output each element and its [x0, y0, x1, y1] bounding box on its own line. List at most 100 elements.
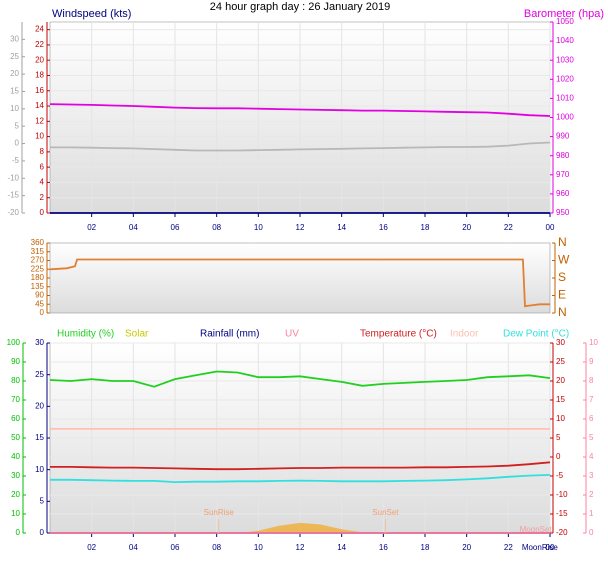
x-tick-label: 02 [87, 543, 96, 552]
y-tick-label: 20 [556, 376, 565, 385]
axis-title: Barometer (hpa) [524, 8, 604, 20]
y-tick-label: 990 [556, 132, 570, 141]
x-tick-label: 00 [546, 543, 555, 552]
y-tick-label: 10 [10, 104, 19, 113]
y-tick-label: 20 [10, 69, 19, 78]
y-tick-label: 30 [11, 471, 20, 480]
annotation: MoonRise [522, 543, 559, 552]
y-tick-label: 12 [35, 116, 44, 125]
y-tick-label: 5 [40, 496, 45, 505]
y-tick-label: 0 [15, 139, 20, 148]
y-tick-label: 135 [31, 282, 45, 291]
y-tick-label: 10 [556, 414, 565, 423]
x-tick-label: 22 [504, 223, 513, 232]
y-tick-label: 1000 [556, 113, 574, 122]
x-tick-label: 06 [171, 543, 180, 552]
y-tick-label: 15 [556, 395, 565, 404]
x-tick-label: 08 [212, 223, 221, 232]
series-line [49, 103, 551, 117]
x-tick-label: 06 [171, 223, 180, 232]
y-tick-label: 90 [11, 357, 20, 366]
y-tick-label: 1040 [556, 36, 574, 45]
x-tick-label: 20 [462, 223, 471, 232]
y-tick-label: 40 [11, 452, 20, 461]
plot-area [49, 242, 551, 314]
series-line [49, 258, 550, 308]
y-tick-label: 4 [40, 178, 45, 187]
y-tick-label: 60 [11, 414, 20, 423]
y-tick-label: 25 [35, 370, 44, 379]
legend-label: Humidity (%) [57, 329, 114, 340]
y-tick-label: 18 [35, 71, 44, 80]
y-tick-label: 970 [556, 170, 570, 179]
y-tick-label: 1 [589, 509, 594, 518]
y-tick-label: 2 [589, 490, 594, 499]
x-tick-label: 04 [129, 223, 138, 232]
y-tick-label: 6 [589, 414, 594, 423]
y-tick-label: 70 [11, 395, 20, 404]
y-tick-label: 5 [556, 433, 561, 442]
y-tick-label: -10 [7, 173, 19, 182]
annotation: SunSet [372, 508, 399, 517]
x-tick-label: 00 [546, 223, 555, 232]
y-tick-label: 225 [31, 264, 45, 273]
y-tick-label: 950 [556, 208, 570, 217]
y-tick-label: 10 [589, 338, 598, 347]
x-tick-label: 18 [421, 223, 430, 232]
series-line [50, 461, 551, 471]
y-tick-label: 1020 [556, 74, 574, 83]
y-tick-label: E [558, 288, 566, 302]
y-tick-label: 9 [589, 357, 594, 366]
y-tick-label: 25 [556, 357, 565, 366]
y-tick-label: 90 [35, 291, 44, 300]
y-tick-label: 0 [16, 528, 21, 537]
x-tick-label: 10 [254, 223, 263, 232]
y-tick-label: 0 [556, 452, 561, 461]
y-tick-label: 0 [40, 308, 45, 317]
x-tick-label: 10 [254, 543, 263, 552]
y-tick-label: 30 [10, 34, 19, 43]
y-tick-label: -5 [556, 471, 564, 480]
y-tick-label: 0 [40, 528, 45, 537]
y-tick-label: 980 [556, 151, 570, 160]
y-tick-label: -15 [556, 509, 568, 518]
legend-label: Temperature (°C) [360, 329, 437, 340]
x-tick-label: 14 [337, 543, 346, 552]
x-tick-label: 16 [379, 223, 388, 232]
y-tick-label: -15 [7, 191, 19, 200]
series-line [49, 370, 551, 388]
y-tick-label: 20 [35, 55, 44, 64]
y-tick-label: 8 [589, 376, 594, 385]
legend-label: Indoor [450, 329, 479, 340]
chart-title: 24 hour graph day : 26 January 2019 [210, 1, 390, 13]
y-tick-label: 0 [40, 208, 45, 217]
x-tick-label: 12 [296, 543, 305, 552]
y-tick-label: 15 [35, 433, 44, 442]
y-tick-label: 30 [556, 338, 565, 347]
x-tick-label: 20 [462, 543, 471, 552]
y-tick-label: 270 [31, 256, 45, 265]
y-tick-label: 1030 [556, 55, 574, 64]
x-tick-label: 08 [212, 543, 221, 552]
y-tick-label: 15 [10, 87, 19, 96]
legend-label: Rainfall (mm) [200, 329, 259, 340]
y-tick-label: 5 [15, 121, 20, 130]
y-tick-label: N [558, 305, 567, 319]
x-tick-label: 14 [337, 223, 346, 232]
y-tick-label: 0 [589, 528, 594, 537]
y-tick-label: 315 [31, 247, 45, 256]
y-tick-label: 10 [11, 509, 20, 518]
y-tick-label: -10 [556, 490, 568, 499]
x-tick-label: 12 [296, 223, 305, 232]
y-tick-label: 960 [556, 189, 570, 198]
x-tick-label: 16 [379, 543, 388, 552]
y-tick-label: 10 [35, 132, 44, 141]
legend-label: UV [285, 329, 299, 340]
y-tick-label: 100 [7, 338, 21, 347]
series-line [50, 141, 551, 152]
x-tick-label: 02 [87, 223, 96, 232]
legend-label: Dew Point (°C) [503, 329, 569, 340]
y-tick-label: 3 [589, 471, 594, 480]
y-tick-label: -20 [7, 208, 19, 217]
